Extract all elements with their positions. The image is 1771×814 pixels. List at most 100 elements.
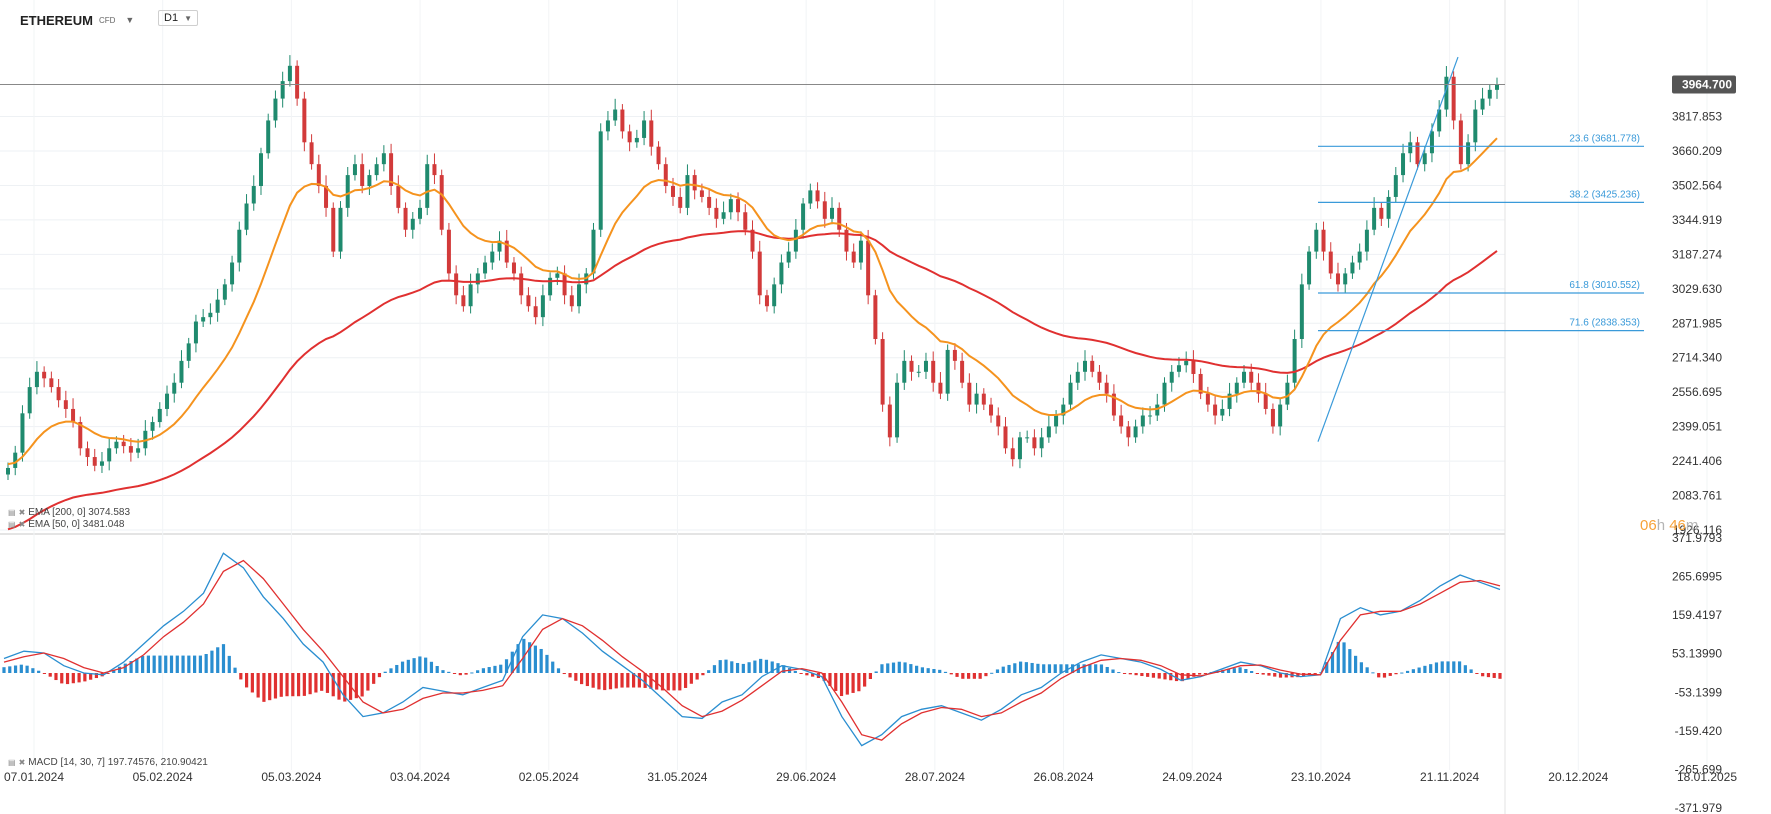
macd-histogram-bar	[181, 655, 185, 674]
candle-body	[1451, 76, 1456, 121]
macd-histogram-bar	[1203, 673, 1208, 675]
macd-histogram-bar	[556, 668, 561, 673]
fib-level-label: 61.8 (3010.552)	[1569, 280, 1640, 291]
macd-histogram-bar	[175, 655, 179, 674]
candle-body	[620, 109, 625, 132]
y-tick-label: 2556.695	[1672, 385, 1722, 399]
candle-body	[1466, 142, 1471, 165]
candle-body	[844, 229, 849, 252]
close-icon[interactable]: ✖	[18, 520, 26, 529]
macd-histogram-bar	[1348, 649, 1352, 674]
macd-histogram-bar	[285, 673, 289, 697]
legend-ema200[interactable]: ▤ ✖ EMA [200, 0] 3074.583	[8, 507, 130, 518]
candle-body	[1126, 426, 1131, 438]
candle-body	[1415, 142, 1420, 165]
close-icon[interactable]: ✖	[18, 758, 26, 767]
macd-histogram-bar	[735, 662, 740, 673]
y-tick-label: 3344.919	[1672, 213, 1722, 227]
candle-body	[714, 207, 719, 219]
macd-histogram-bar	[158, 655, 162, 674]
macd-histogram-bar	[487, 667, 491, 674]
macd-histogram-bar	[978, 673, 982, 679]
macd-histogram-bar	[239, 673, 243, 680]
candle-body	[1307, 251, 1312, 285]
candle-body	[215, 299, 220, 313]
macd-histogram-bar	[37, 670, 41, 674]
settings-icon[interactable]: ▤	[8, 758, 16, 767]
candle-body	[815, 190, 820, 202]
macd-histogram-bar	[187, 655, 191, 674]
macd-histogram-bar	[1221, 669, 1225, 673]
candle-body	[822, 201, 827, 219]
candle-body	[454, 273, 459, 296]
candle-body	[302, 98, 307, 143]
candle-body	[309, 142, 314, 165]
macd-histogram-bar	[1267, 673, 1271, 676]
candle-body	[801, 203, 806, 230]
candle-body	[1104, 382, 1109, 394]
x-tick-label: 18.01.2025	[1677, 770, 1737, 784]
macd-histogram-bar	[868, 673, 873, 680]
macd-histogram-bar	[1365, 667, 1369, 674]
chevron-down-icon[interactable]: ▼	[125, 15, 135, 25]
symbol-selector[interactable]: ETHEREUM CFD ▼	[20, 10, 134, 30]
macd-histogram-bar	[1325, 662, 1329, 674]
close-icon[interactable]: ✖	[18, 508, 26, 517]
x-tick-label: 20.12.2024	[1548, 770, 1608, 784]
macd-histogram-bar	[857, 673, 861, 692]
macd-histogram-bar	[54, 673, 58, 681]
candle-body	[331, 207, 336, 252]
candle-body	[750, 229, 755, 252]
macd-histogram-bar	[649, 673, 653, 689]
candle-body	[1408, 142, 1413, 154]
candle-body	[851, 251, 856, 263]
candle-body	[360, 164, 365, 187]
settings-icon[interactable]: ▤	[8, 508, 16, 517]
candle-body	[425, 164, 430, 208]
macd-histogram-bar	[1094, 664, 1098, 674]
candle-body	[186, 343, 191, 361]
macd-histogram-bar	[932, 668, 936, 674]
legend-ema50[interactable]: ▤ ✖ EMA [50, 0] 3481.048	[8, 519, 124, 530]
macd-histogram-bar	[741, 663, 745, 674]
x-tick-label: 28.07.2024	[905, 770, 965, 784]
macd-histogram-bar	[626, 673, 630, 688]
macd-histogram-bar	[429, 661, 434, 674]
candle-body	[381, 153, 386, 165]
macd-histogram-bar	[909, 664, 913, 674]
timeframe-selector[interactable]: D1 ▼	[158, 10, 198, 26]
macd-histogram-bar	[1382, 673, 1387, 678]
macd-histogram-bar	[1313, 673, 1317, 675]
candle-body	[27, 387, 32, 414]
legend-macd[interactable]: ▤ ✖ MACD [14, 30, 7] 197.74576, 210.9042…	[8, 757, 208, 768]
countdown-hours-unit: h	[1656, 517, 1666, 534]
macd-histogram-bar	[2, 667, 6, 674]
candle-body	[1169, 371, 1174, 383]
macd-histogram-bar	[71, 673, 75, 684]
candle-body	[721, 212, 726, 219]
settings-icon[interactable]: ▤	[8, 520, 16, 529]
candle-body	[540, 295, 545, 318]
macd-histogram-bar	[273, 673, 278, 699]
candle-body	[1335, 273, 1340, 285]
candle-body	[858, 240, 863, 263]
candle-body	[895, 382, 900, 438]
macd-histogram-bar	[695, 673, 699, 680]
macd-histogram-bar	[851, 673, 855, 693]
candle-body	[396, 186, 401, 208]
macd-histogram-bar	[244, 673, 249, 688]
macd-histogram-bar	[949, 673, 953, 675]
fib-level-label: 38.2 (3425.236)	[1569, 189, 1640, 200]
candle-body	[121, 441, 126, 447]
candle-body	[663, 164, 668, 187]
macd-histogram-bar	[1226, 668, 1231, 674]
candle-body	[201, 317, 206, 322]
candle-body	[418, 207, 423, 219]
candle-body	[1061, 404, 1066, 416]
candle-body	[808, 190, 813, 204]
candle-body	[1372, 207, 1377, 230]
candle-body	[577, 284, 582, 307]
candle-body	[1487, 89, 1492, 99]
macd-histogram-bar	[620, 673, 624, 688]
